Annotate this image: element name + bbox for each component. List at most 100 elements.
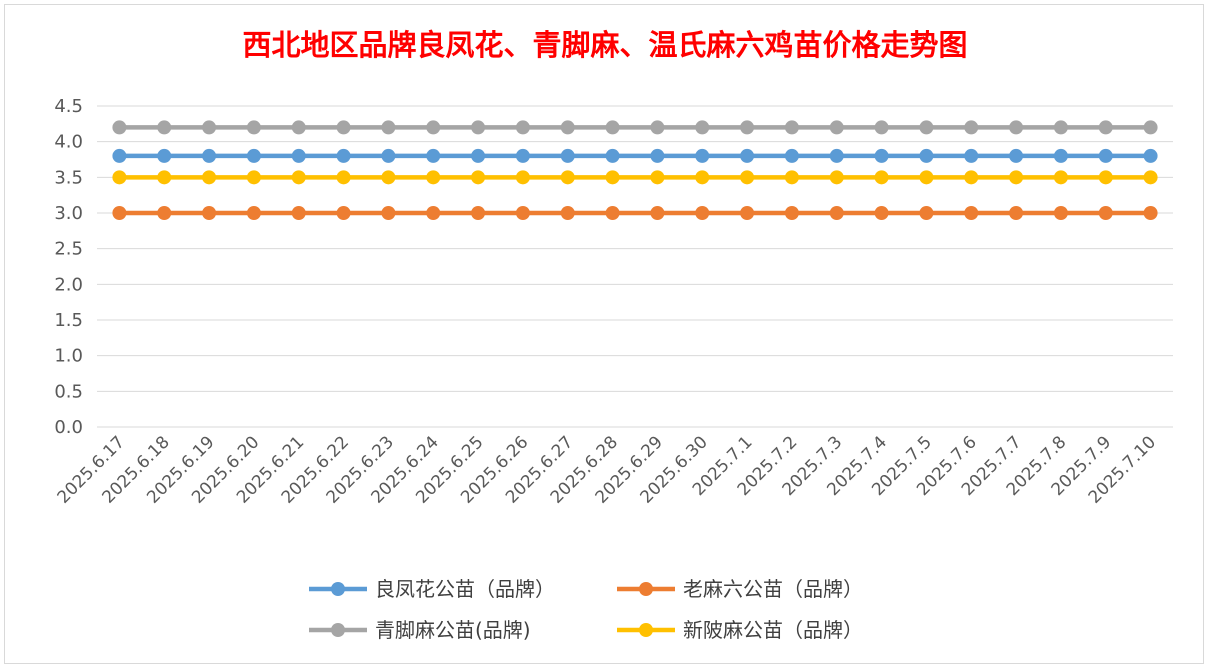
- data-point: [381, 206, 396, 220]
- data-point: [471, 120, 486, 135]
- data-point: [426, 170, 441, 185]
- legend-item[interactable]: 青脚麻公苗(品牌): [309, 618, 531, 642]
- legend-swatch-marker: [331, 623, 345, 637]
- data-point: [964, 206, 979, 220]
- data-point: [426, 206, 441, 220]
- data-point: [740, 206, 755, 220]
- data-point: [560, 170, 575, 185]
- data-point: [291, 206, 306, 220]
- data-point: [336, 206, 351, 220]
- data-point: [560, 148, 575, 163]
- data-point: [336, 148, 351, 163]
- x-axis: 2025.6.172025.6.182025.6.192025.6.202025…: [54, 432, 1160, 507]
- data-point: [246, 120, 261, 135]
- series-2: [112, 120, 1158, 135]
- data-point: [605, 206, 620, 220]
- data-point: [515, 120, 530, 135]
- data-point: [471, 206, 486, 220]
- series-3: [112, 170, 1158, 185]
- data-point: [1009, 120, 1024, 135]
- data-point: [246, 148, 261, 163]
- data-point: [426, 120, 441, 135]
- y-axis: 0.0 0.5 1.0 1.5 2.0 2.5 3.0 3.5 4.0 4.5: [54, 96, 83, 438]
- data-point: [157, 148, 172, 163]
- data-point: [1143, 148, 1158, 163]
- data-point: [919, 120, 934, 135]
- data-point: [515, 170, 530, 185]
- legend-swatch-marker: [331, 582, 345, 596]
- data-point: [471, 170, 486, 185]
- legend-label: 青脚麻公苗(品牌): [375, 618, 531, 642]
- data-point: [784, 120, 799, 135]
- legend-item[interactable]: 老麻六公苗（品牌）: [617, 577, 863, 601]
- data-point: [157, 170, 172, 185]
- data-point: [112, 120, 127, 135]
- data-point: [1143, 206, 1158, 220]
- data-point: [829, 120, 844, 135]
- data-point: [964, 120, 979, 135]
- data-point: [919, 206, 934, 220]
- chart-frame: 西北地区品牌良凤花、青脚麻、温氏麻六鸡苗价格走势图 0.0 0.5 1.0 1.5 2.…: [4, 4, 1204, 664]
- data-point: [650, 206, 665, 220]
- data-point: [829, 148, 844, 163]
- line-chart: 西北地区品牌良凤花、青脚麻、温氏麻六鸡苗价格走势图 0.0 0.5 1.0 1.5 2.…: [54, 28, 1173, 642]
- data-point: [112, 170, 127, 185]
- data-point: [336, 170, 351, 185]
- data-point: [291, 148, 306, 163]
- plot-area: [112, 120, 1158, 220]
- data-point: [919, 170, 934, 185]
- data-point: [874, 170, 889, 185]
- data-point: [246, 206, 261, 220]
- data-point: [202, 120, 217, 135]
- data-point: [650, 170, 665, 185]
- data-point: [1053, 206, 1068, 220]
- y-tick-label: 4.0: [54, 132, 83, 153]
- data-point: [605, 148, 620, 163]
- data-point: [1143, 120, 1158, 135]
- data-point: [1053, 148, 1068, 163]
- legend-item[interactable]: 新陂麻公苗（品牌）: [617, 618, 863, 642]
- data-point: [829, 170, 844, 185]
- series-1: [112, 206, 1158, 220]
- data-point: [605, 120, 620, 135]
- data-point: [605, 170, 620, 185]
- chart-title: 西北地区品牌良凤花、青脚麻、温氏麻六鸡苗价格走势图: [242, 28, 967, 62]
- y-tick-label: 2.5: [54, 239, 83, 260]
- data-point: [695, 170, 710, 185]
- data-point: [874, 148, 889, 163]
- legend-swatch-marker: [639, 582, 653, 596]
- data-point: [202, 170, 217, 185]
- y-tick-label: 3.0: [54, 203, 83, 224]
- data-point: [426, 148, 441, 163]
- data-point: [202, 148, 217, 163]
- data-point: [695, 148, 710, 163]
- data-point: [157, 206, 172, 220]
- y-tick-label: 4.5: [54, 96, 83, 117]
- data-point: [740, 120, 755, 135]
- y-tick-label: 0.0: [54, 417, 83, 438]
- data-point: [381, 170, 396, 185]
- data-point: [291, 170, 306, 185]
- y-tick-label: 1.0: [54, 346, 83, 367]
- legend[interactable]: 良凤花公苗（品牌） 老麻六公苗（品牌） 青脚麻公苗(品牌) 新陂麻公苗（品牌）: [309, 577, 863, 642]
- data-point: [1053, 120, 1068, 135]
- data-point: [784, 206, 799, 220]
- data-point: [1053, 170, 1068, 185]
- data-point: [874, 206, 889, 220]
- data-point: [336, 120, 351, 135]
- data-point: [829, 206, 844, 220]
- data-point: [874, 120, 889, 135]
- legend-item[interactable]: 良凤花公苗（品牌）: [309, 577, 555, 601]
- data-point: [964, 170, 979, 185]
- y-tick-label: 2.0: [54, 274, 83, 295]
- series-0: [112, 148, 1158, 163]
- data-point: [560, 206, 575, 220]
- data-point: [560, 120, 575, 135]
- data-point: [1009, 206, 1024, 220]
- data-point: [964, 148, 979, 163]
- data-point: [381, 148, 396, 163]
- y-tick-label: 3.5: [54, 167, 83, 188]
- data-point: [695, 206, 710, 220]
- data-point: [919, 148, 934, 163]
- data-point: [202, 206, 217, 220]
